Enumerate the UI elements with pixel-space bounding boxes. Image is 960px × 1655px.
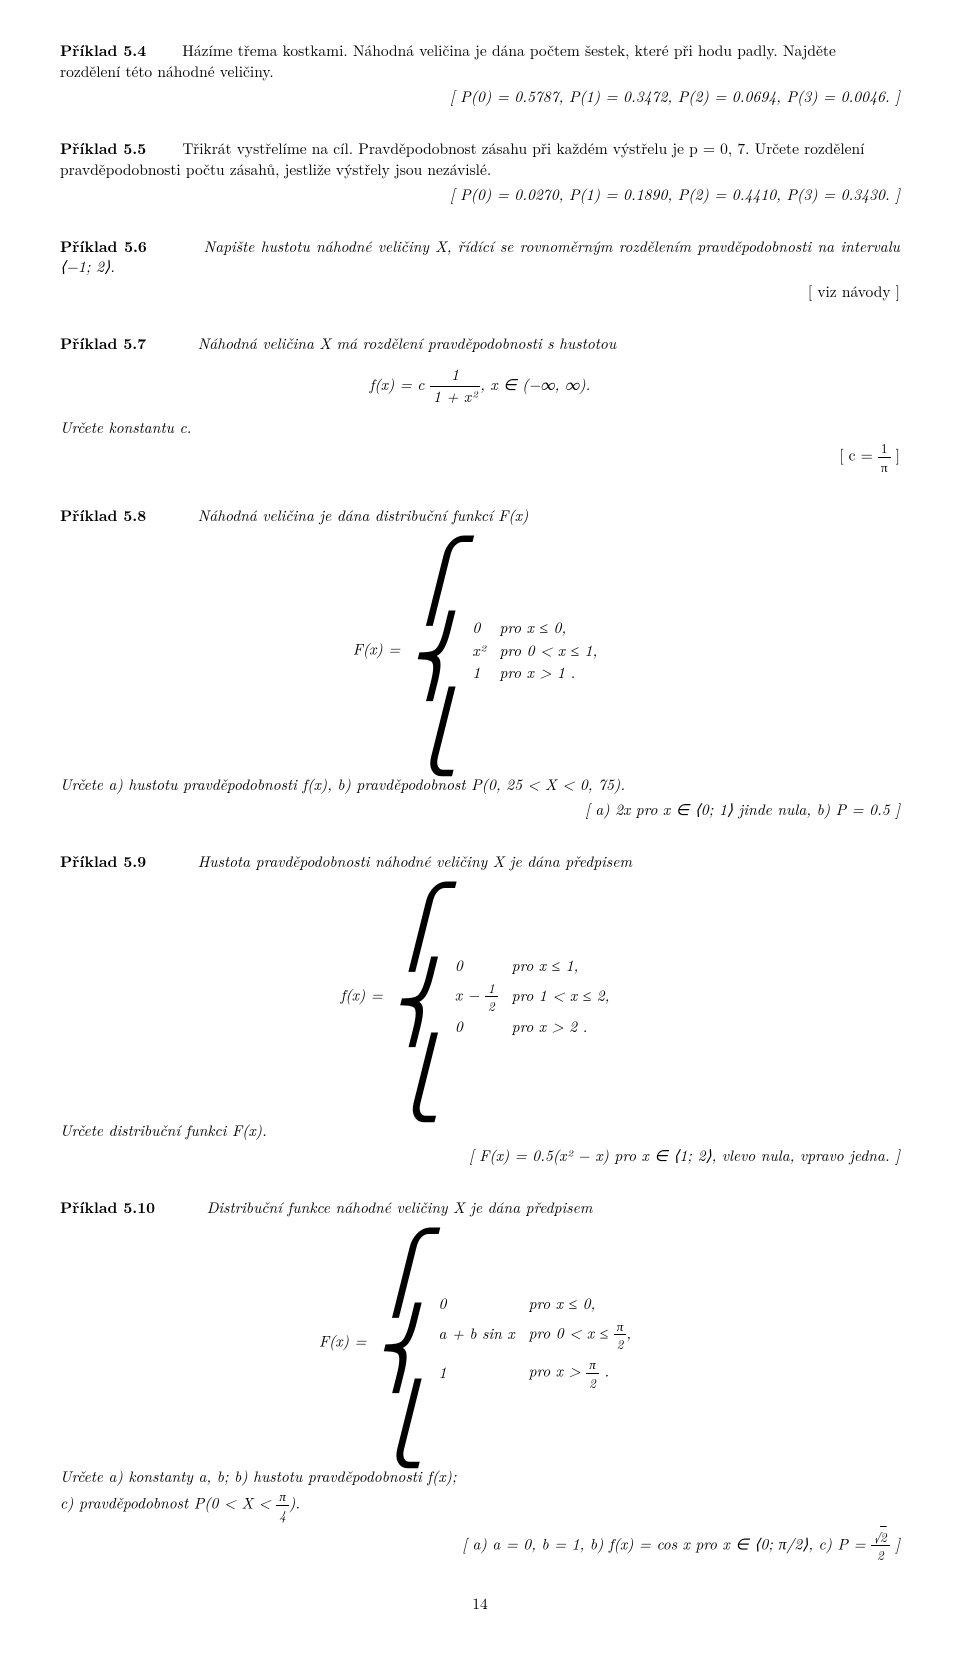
problem-5-8: Příklad 5.8 Náhodná veličina je dána dis… bbox=[60, 505, 900, 821]
answer: [ viz návody ] bbox=[60, 282, 900, 303]
task-a-b: Určete a) konstanty a, b; b) hustotu pra… bbox=[60, 1467, 900, 1488]
task: Určete a) hustotu pravděpodobnosti f(x),… bbox=[60, 775, 900, 796]
problem-5-10: Příklad 5.10 Distribuční funkce náhodné … bbox=[60, 1197, 900, 1564]
answer: [ c = 1π ] bbox=[60, 439, 900, 475]
equation: f(x) = c 1 1 + x² , x ∈ (−∞, ∞). bbox=[60, 365, 900, 408]
equation: f(x) = ⎧⎨⎩ 0pro x ≤ 1, x − 12pro 1 < x ≤… bbox=[60, 883, 900, 1111]
task: Určete konstantu c. bbox=[60, 418, 900, 439]
text: Třikrát vystřelíme na cíl. Pravděpodobno… bbox=[60, 138, 864, 180]
label: Příklad 5.5 bbox=[60, 136, 146, 159]
page-number: 14 bbox=[60, 1594, 900, 1615]
answer: [ F(x) = 0.5(x² − x) pro x ∈ ⟨1; 2⟩, vle… bbox=[60, 1146, 900, 1167]
task-c: c) pravděpodobnost P(0 < X < π4). bbox=[60, 1487, 900, 1523]
label: Příklad 5.4 bbox=[60, 38, 146, 61]
problem-5-6: Příklad 5.6 Napište hustotu náhodné veli… bbox=[60, 236, 900, 304]
equation: F(x) = ⎧⎨⎩ 0pro x ≤ 0, x²pro 0 < x ≤ 1, … bbox=[60, 537, 900, 765]
label: Příklad 5.6 bbox=[60, 234, 147, 257]
answer: [ a) 2x pro x ∈ ⟨0; 1⟩ jinde nula, b) P … bbox=[60, 800, 900, 821]
answer: [ P(0) = 0.0270, P(1) = 0.1890, P(2) = 0… bbox=[60, 185, 900, 206]
problem-5-7: Příklad 5.7 Náhodná veličina X má rozděl… bbox=[60, 333, 900, 475]
task: Určete distribuční funkci F(x). bbox=[60, 1121, 900, 1142]
answer: [ P(0) = 0.5787, P(1) = 0.3472, P(2) = 0… bbox=[60, 87, 900, 108]
text: Házíme třema kostkami. Náhodná veličina … bbox=[60, 40, 836, 82]
problem-5-4: Příklad 5.4 Házíme třema kostkami. Náhod… bbox=[60, 40, 900, 108]
label: Příklad 5.8 bbox=[60, 503, 146, 526]
intro: Náhodná veličina X má rozdělení pravděpo… bbox=[198, 333, 616, 354]
label: Příklad 5.7 bbox=[60, 331, 146, 354]
label: Příklad 5.10 bbox=[60, 1195, 155, 1218]
equation: F(x) = ⎧⎨⎩ 0pro x ≤ 0, a + b sin x pro 0… bbox=[60, 1229, 900, 1457]
intro: Náhodná veličina je dána distribuční fun… bbox=[198, 505, 529, 526]
problem-5-9: Příklad 5.9 Hustota pravděpodobnosti náh… bbox=[60, 851, 900, 1167]
text: Napište hustotu náhodné veličiny X, řídí… bbox=[60, 236, 900, 278]
answer: [ a) a = 0, b = 1, b) f(x) = cos x pro x… bbox=[60, 1528, 900, 1564]
problem-5-5: Příklad 5.5 Třikrát vystřelíme na cíl. P… bbox=[60, 138, 900, 206]
label: Příklad 5.9 bbox=[60, 849, 146, 872]
